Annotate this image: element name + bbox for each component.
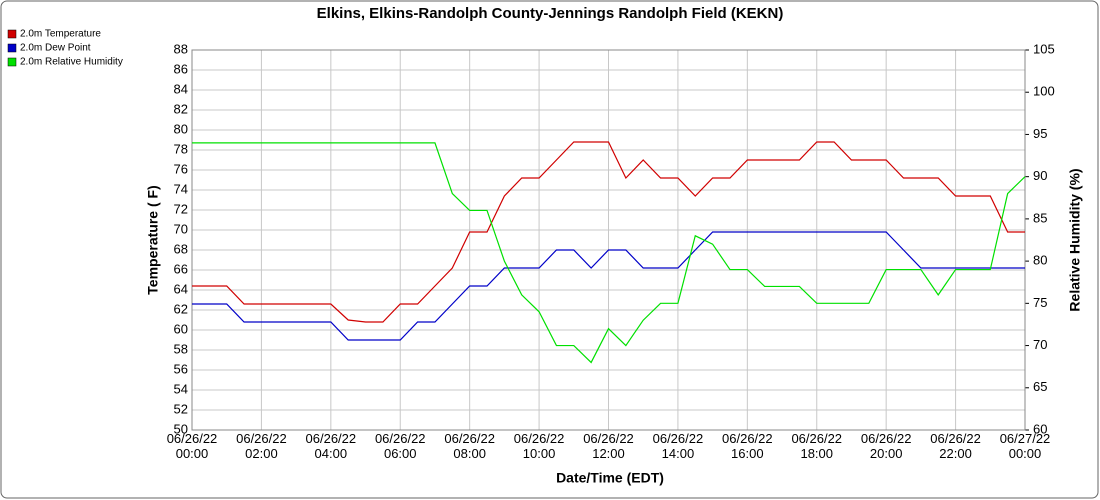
y-tick-label: 86 (174, 61, 188, 76)
y2-tick-label: 65 (1033, 379, 1047, 394)
x-tick-label: 06/26/22 10:00 (514, 431, 565, 461)
x-tick-label: 06/26/22 04:00 (306, 431, 357, 461)
x-tick-date: 06/26/22 (514, 431, 565, 446)
x-tick-date: 06/26/22 (167, 431, 218, 446)
x-axis-label: Date/Time (EDT) (556, 470, 664, 486)
x-tick-time: 18:00 (800, 446, 833, 461)
x-tick-date: 06/26/22 (375, 431, 426, 446)
x-tick-time: 04:00 (315, 446, 348, 461)
x-tick-date: 06/26/22 (306, 431, 357, 446)
y-tick-label: 52 (174, 401, 188, 416)
y2-tick-label: 85 (1033, 210, 1047, 225)
y-tick-label: 60 (174, 321, 188, 336)
x-tick-time: 00:00 (1009, 446, 1042, 461)
legend-swatch (7, 57, 17, 67)
data-line (192, 142, 1026, 364)
x-tick-label: 06/26/22 02:00 (236, 431, 287, 461)
y-tick-label: 62 (174, 301, 188, 316)
y-tick-label: 88 (174, 41, 188, 56)
x-tick-date: 06/27/22 (1000, 431, 1051, 446)
x-tick-label: 06/26/22 14:00 (653, 431, 704, 461)
x-tick-label: 06/26/22 08:00 (444, 431, 495, 461)
y-tick-label: 54 (174, 381, 188, 396)
x-tick-label: 06/27/22 00:00 (1000, 431, 1051, 461)
x-tick-date: 06/26/22 (722, 431, 773, 446)
y-tick-label: 78 (174, 141, 188, 156)
y-tick-label: 70 (174, 221, 188, 236)
x-tick-date: 06/26/22 (861, 431, 912, 446)
legend-swatch (7, 29, 17, 39)
legend-swatch (7, 43, 17, 53)
x-tick-time: 22:00 (939, 446, 972, 461)
y2-tick-label: 70 (1033, 337, 1047, 352)
x-tick-time: 02:00 (245, 446, 278, 461)
y-tick-label: 56 (174, 361, 188, 376)
legend-label: 2.0m Dew Point (20, 43, 91, 54)
x-tick-date: 06/26/22 (236, 431, 287, 446)
x-tick-label: 06/26/22 18:00 (791, 431, 842, 461)
y-tick-label: 68 (174, 241, 188, 256)
y2-tick-label: 100 (1033, 84, 1055, 99)
y2-tick-label: 80 (1033, 253, 1047, 268)
x-tick-time: 12:00 (592, 446, 625, 461)
x-tick-time: 10:00 (523, 446, 556, 461)
y-tick-label: 74 (174, 181, 188, 196)
y-tick-label: 82 (174, 101, 188, 116)
y-tick-label: 80 (174, 121, 188, 136)
x-tick-time: 20:00 (870, 446, 903, 461)
y-tick-label: 76 (174, 161, 188, 176)
y-tick-label: 50 (174, 421, 188, 436)
x-tick-time: 08:00 (453, 446, 486, 461)
x-tick-label: 06/26/22 22:00 (930, 431, 981, 461)
x-tick-time: 06:00 (384, 446, 417, 461)
y-tick-label: 58 (174, 341, 188, 356)
y-tick-label: 84 (174, 81, 188, 96)
data-line (192, 141, 1025, 323)
x-tick-date: 06/26/22 (583, 431, 634, 446)
x-tick-date: 06/26/22 (653, 431, 704, 446)
x-tick-label: 06/26/22 12:00 (583, 431, 634, 461)
chart-title: Elkins, Elkins-Randolph County-Jennings … (317, 5, 784, 22)
y2-tick-label: 95 (1033, 126, 1047, 141)
y-tick-label: 66 (174, 261, 188, 276)
y-tick-label: 72 (174, 201, 188, 216)
legend-label: 2.0m Temperature (20, 29, 101, 40)
data-line (192, 231, 1025, 341)
x-tick-label: 06/26/22 16:00 (722, 431, 773, 461)
x-tick-label: 06/26/22 06:00 (375, 431, 426, 461)
x-tick-time: 16:00 (731, 446, 764, 461)
plot-border (191, 49, 1026, 431)
y2-tick-label: 75 (1033, 295, 1047, 310)
y2-tick-label: 105 (1033, 41, 1055, 56)
x-tick-label: 06/26/22 20:00 (861, 431, 912, 461)
y-tick-label: 64 (174, 281, 188, 296)
x-tick-time: 00:00 (176, 446, 209, 461)
x-tick-date: 06/26/22 (444, 431, 495, 446)
x-tick-date: 06/26/22 (791, 431, 842, 446)
y2-tick-label: 90 (1033, 168, 1047, 183)
x-tick-label: 06/26/22 00:00 (167, 431, 218, 461)
y2-tick-label: 60 (1033, 421, 1047, 436)
x-tick-time: 14:00 (662, 446, 695, 461)
y-axis-label: Temperature ( F) (145, 185, 161, 294)
legend-label: 2.0m Relative Humidity (20, 57, 123, 68)
y2-axis-label: Relative Humidity (%) (1067, 168, 1083, 311)
x-tick-date: 06/26/22 (930, 431, 981, 446)
